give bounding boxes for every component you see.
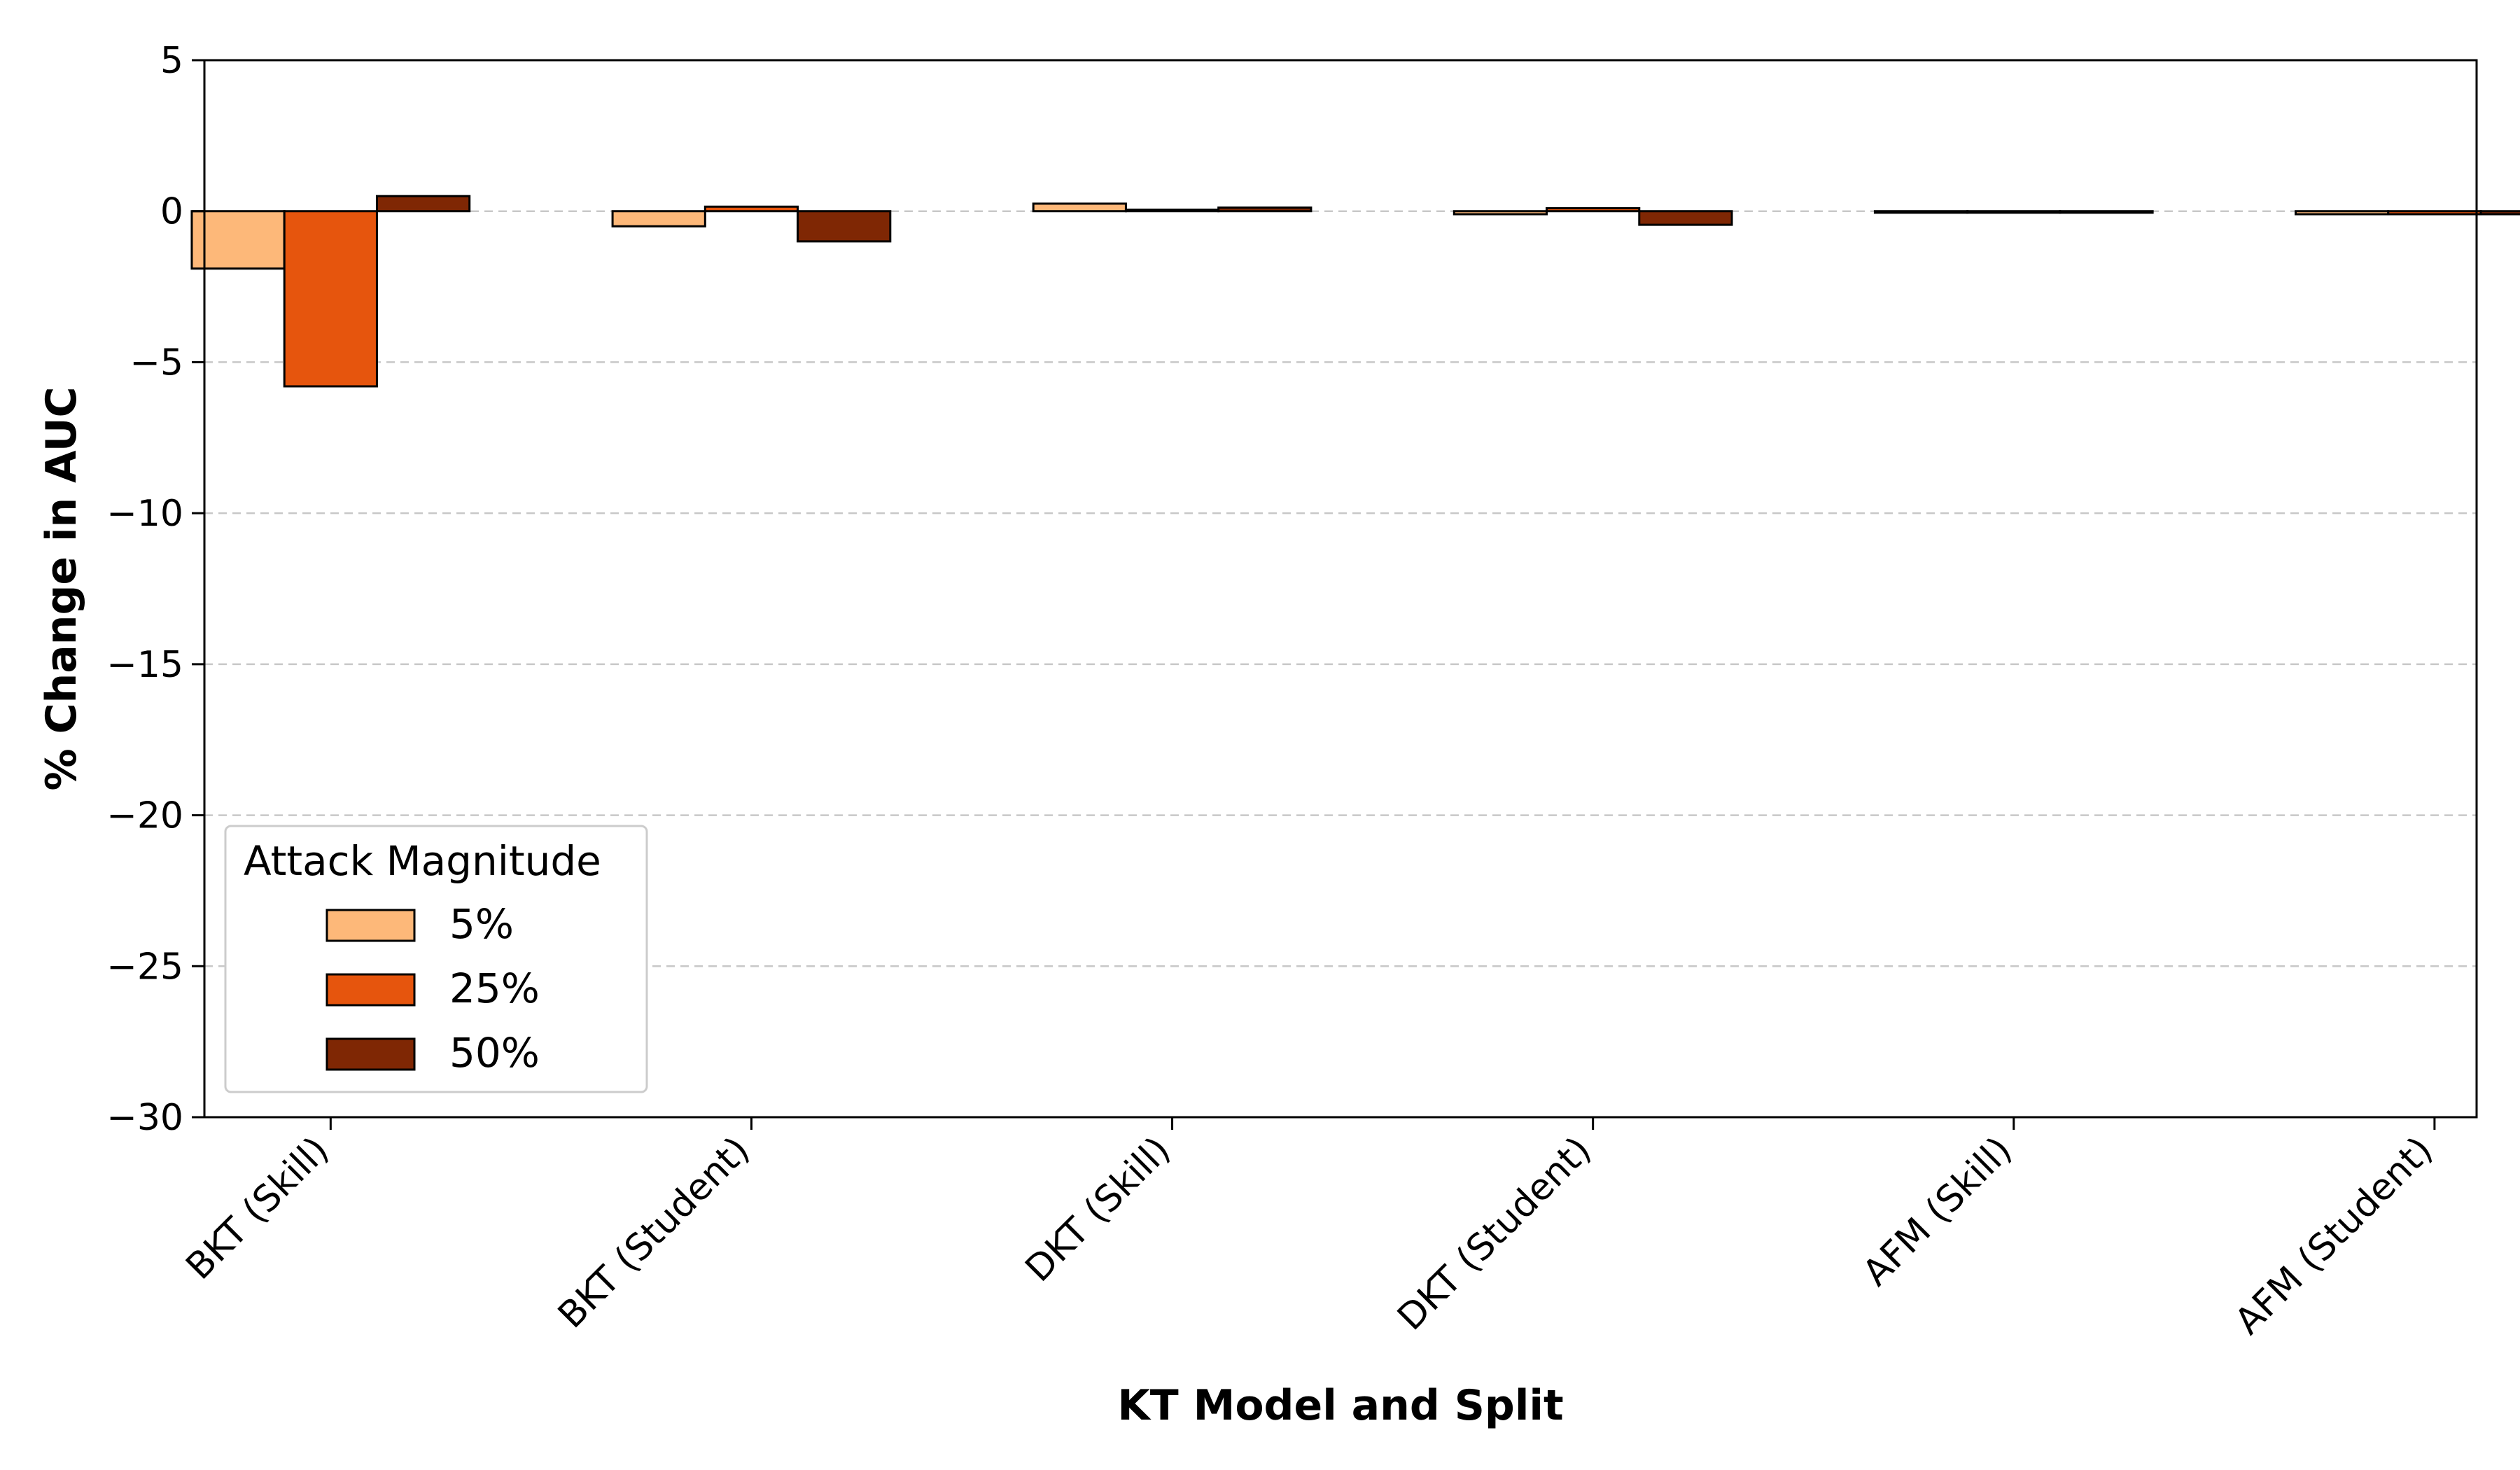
- x-tick-label: AFM (Skill): [1855, 1129, 2020, 1294]
- y-tick-label: −30: [106, 1097, 183, 1139]
- y-tick-label: 5: [160, 40, 183, 82]
- bar: [283, 210, 378, 388]
- x-tick-label: DKT (Student): [1390, 1129, 1600, 1339]
- bar: [797, 210, 892, 243]
- bar: [2387, 210, 2482, 216]
- bar: [1638, 210, 1733, 226]
- bar: [2479, 210, 2520, 216]
- bar: [1546, 206, 1641, 213]
- y-tick-label: −5: [130, 342, 183, 384]
- x-axis-title: KT Model and Split: [1117, 1381, 1563, 1430]
- bar: [2059, 210, 2154, 214]
- x-tick-label: BKT (Skill): [178, 1129, 337, 1288]
- bar: [1032, 202, 1127, 213]
- x-tick-label: AFM (Student): [2227, 1129, 2442, 1343]
- bar: [1124, 209, 1220, 213]
- legend-swatch: [326, 1037, 416, 1071]
- bar: [1452, 210, 1548, 216]
- x-tick-label: DKT (Skill): [1018, 1129, 1179, 1290]
- bar: [190, 210, 286, 270]
- y-tick-label: −25: [106, 946, 183, 988]
- y-axis-title: % Change in AUC: [37, 386, 86, 790]
- bars: [190, 195, 2520, 388]
- y-tick-label: −15: [106, 644, 183, 686]
- y-axis-ticks: 5 0 −5 −10 −15 −20 −25 −30: [106, 40, 204, 1139]
- bar: [2295, 210, 2390, 216]
- y-tick-label: 0: [160, 191, 183, 233]
- legend-label: 50%: [449, 1029, 540, 1077]
- legend: Attack Magnitude 5% 25% 50%: [224, 825, 648, 1093]
- bar: [704, 205, 799, 213]
- legend-swatch: [326, 973, 416, 1007]
- y-tick-label: −20: [106, 795, 183, 837]
- legend-title: Attack Magnitude: [244, 837, 601, 885]
- legend-frame: [224, 825, 648, 1093]
- legend-label: 5%: [449, 900, 514, 948]
- legend-label: 25%: [449, 965, 540, 1012]
- bar: [375, 195, 471, 213]
- x-axis-ticks: BKT (Skill) BKT (Student) DKT (Skill) DKT (…: [178, 1117, 2441, 1343]
- bar: [1873, 210, 1969, 214]
- plot-frame: [203, 59, 2478, 1119]
- bar: [1966, 210, 2062, 214]
- x-tick-label: BKT (Student): [550, 1129, 757, 1336]
- bar: [611, 210, 706, 227]
- bar: [1217, 206, 1312, 213]
- legend-items: 5% 25% 50%: [326, 900, 540, 1077]
- legend-swatch: [326, 909, 416, 942]
- y-tick-label: −10: [106, 493, 183, 535]
